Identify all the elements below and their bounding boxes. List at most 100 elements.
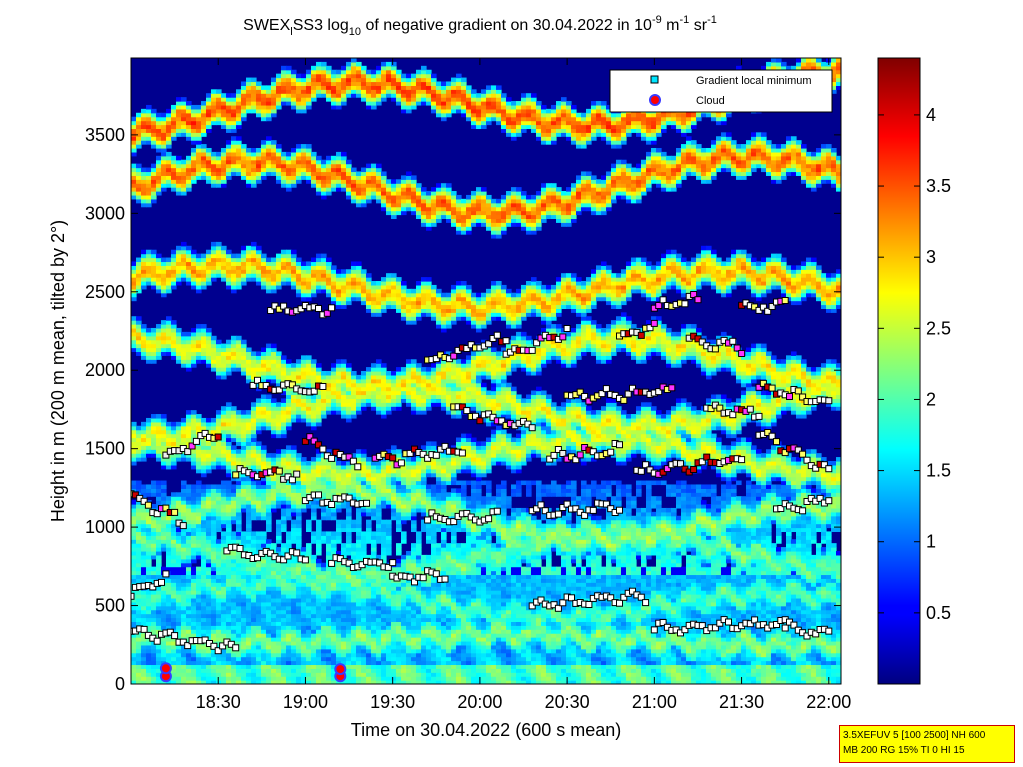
heatmap-cell	[201, 656, 207, 662]
heatmap-cell	[261, 640, 267, 646]
heatmap-cell	[136, 347, 142, 353]
heatmap-cell	[311, 656, 317, 662]
heatmap-cell	[231, 535, 237, 540]
heatmap-cell	[266, 668, 272, 673]
heatmap-cell	[331, 179, 337, 184]
heatmap-cell	[266, 394, 272, 399]
heatmap-cell	[286, 253, 292, 259]
heatmap-cell	[376, 621, 382, 626]
heatmap-cell	[256, 625, 262, 630]
heatmap-cell	[141, 136, 147, 141]
heatmap-cell	[196, 425, 202, 431]
heatmap-cell	[301, 265, 307, 270]
heatmap-cell	[251, 586, 257, 591]
heatmap-cell	[346, 65, 352, 71]
heatmap-cell	[241, 371, 247, 376]
heatmap-cell	[231, 590, 237, 595]
heatmap-cell	[361, 198, 367, 204]
heatmap-cell	[221, 261, 227, 266]
heatmap-cell	[356, 480, 362, 486]
heatmap-cell	[301, 406, 307, 411]
heatmap-cell	[246, 574, 252, 579]
heatmap-cell	[251, 656, 257, 662]
heatmap-cell	[241, 617, 247, 622]
heatmap-cell	[141, 179, 147, 184]
heatmap-cell	[216, 640, 222, 646]
heatmap-cell	[291, 101, 297, 106]
heatmap-cell	[196, 629, 202, 634]
heatmap-cell	[296, 101, 302, 106]
heatmap-cell	[186, 273, 192, 278]
heatmap-cell	[371, 668, 377, 673]
heatmap-cell	[251, 562, 257, 568]
heatmap-cell	[241, 484, 247, 489]
heatmap-cell	[241, 457, 247, 462]
heatmap-cell	[326, 179, 332, 184]
heatmap-cell	[261, 574, 267, 579]
heatmap-cell	[226, 629, 232, 634]
heatmap-cell	[341, 367, 347, 372]
heatmap-cell	[296, 680, 302, 684]
heatmap-cell	[331, 566, 337, 572]
heatmap-cell	[351, 371, 357, 376]
heatmap-cell	[276, 175, 282, 180]
heatmap-cell	[361, 640, 367, 646]
heatmap-cell	[221, 648, 227, 654]
heatmap-cell	[241, 480, 247, 486]
heatmap-cell	[281, 597, 287, 603]
heatmap-cell	[271, 547, 277, 552]
heatmap-cell	[296, 590, 302, 595]
heatmap-cell	[286, 484, 292, 489]
heatmap-cell	[281, 77, 287, 83]
heatmap-cell	[161, 597, 167, 603]
heatmap-cell	[216, 339, 222, 345]
heatmap-cell	[366, 175, 372, 180]
heatmap-cell	[331, 288, 337, 294]
heatmap-cell	[351, 69, 357, 75]
heatmap-cell	[196, 261, 202, 266]
heatmap-cell	[306, 601, 312, 607]
heatmap-cell	[226, 124, 232, 130]
heatmap-cell	[296, 417, 302, 423]
heatmap-cell	[141, 249, 147, 255]
heatmap-cell	[141, 331, 147, 337]
heatmap-cell	[276, 374, 282, 380]
heatmap-cell	[156, 625, 162, 630]
heatmap-cell	[306, 402, 312, 407]
heatmap-cell	[176, 504, 182, 509]
heatmap-cell	[171, 171, 177, 176]
heatmap-cell	[371, 605, 377, 611]
heatmap-cell	[201, 652, 207, 658]
heatmap-cell	[191, 680, 197, 684]
heatmap-cell	[271, 363, 277, 368]
heatmap-cell	[291, 163, 297, 169]
heatmap-cell	[261, 484, 267, 489]
heatmap-cell	[301, 586, 307, 591]
heatmap-cell	[166, 132, 172, 137]
heatmap-cell	[176, 586, 182, 591]
heatmap-cell	[171, 527, 177, 533]
heatmap-cell	[301, 464, 307, 470]
heatmap-cell	[246, 453, 252, 458]
heatmap-cell	[166, 515, 172, 521]
heatmap-cell	[151, 343, 157, 349]
heatmap-cell	[246, 601, 252, 607]
heatmap-cell	[206, 97, 212, 102]
heatmap-cell	[271, 257, 277, 263]
heatmap-cell	[196, 324, 202, 329]
heatmap-cell	[151, 124, 157, 130]
heatmap-cell	[246, 257, 252, 263]
heatmap-cell	[146, 281, 152, 286]
heatmap-cell	[326, 644, 332, 650]
heatmap-cell	[226, 531, 232, 536]
heatmap-cell	[331, 547, 337, 552]
heatmap-cell	[206, 660, 212, 666]
heatmap-cell	[351, 480, 357, 486]
heatmap-cell	[336, 460, 342, 466]
heatmap-cell	[336, 359, 342, 364]
heatmap-cell	[136, 277, 142, 282]
heatmap-cell	[356, 402, 362, 407]
heatmap-cell	[366, 273, 372, 278]
heatmap-cell	[256, 648, 262, 654]
heatmap-cell	[201, 331, 207, 337]
